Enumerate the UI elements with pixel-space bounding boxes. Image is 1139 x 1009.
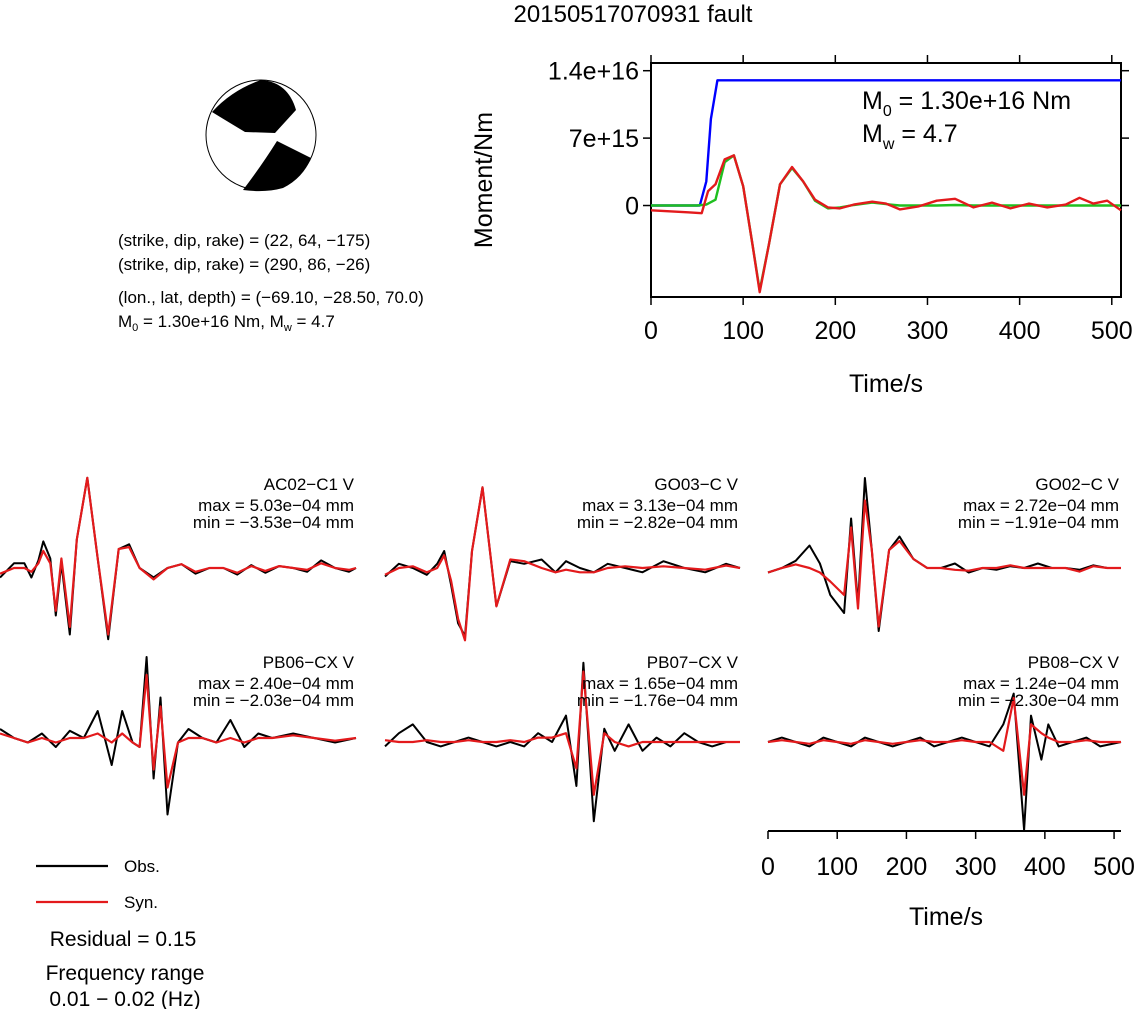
beachball-compression-lower bbox=[243, 141, 311, 192]
moment-ytick-label: 7e+15 bbox=[569, 125, 639, 153]
moment-xtick-label: 200 bbox=[814, 317, 856, 345]
moment-ytick-label: 1.4e+16 bbox=[548, 58, 639, 86]
synthetic-trace bbox=[0, 673, 357, 789]
legend: Obs. Syn. Residual = 0.15 Frequency rang… bbox=[36, 857, 204, 1009]
observed-trace bbox=[767, 692, 1122, 831]
moment-chart: 0 100 200 300 400 500 0 7e+15 1.4e+16 M0 = 1.30e… bbox=[470, 55, 1133, 398]
source-parameters: (strike, dip, rake) = (22, 64, −175) (st… bbox=[118, 231, 424, 334]
moment-xtick-label: 0 bbox=[644, 317, 658, 345]
synthetic-trace bbox=[767, 696, 1121, 796]
moment-annot-m0: M0 = 1.30e+16 Nm bbox=[862, 87, 1071, 120]
station-min: min = −1.91e−04 mm bbox=[958, 513, 1119, 532]
synthetic-trace bbox=[767, 499, 1121, 628]
station-name: AC02−C1 V bbox=[264, 475, 355, 494]
moment-stf-line bbox=[651, 154, 1121, 292]
legend-syn-label: Syn. bbox=[124, 893, 158, 912]
synthetic-trace bbox=[384, 486, 741, 642]
moment-ylabel: Moment/Nm bbox=[470, 112, 498, 248]
moment-xtick-label: 300 bbox=[907, 317, 949, 345]
moment-magnitude-line: M0 = 1.30e+16 Nm, Mw = 4.7 bbox=[118, 312, 335, 334]
location-depth: (lon., lat, depth) = (−69.10, −28.50, 70… bbox=[118, 288, 424, 307]
synthetic-trace bbox=[384, 670, 740, 796]
beachball bbox=[205, 79, 317, 192]
station-name: GO02−C V bbox=[1035, 475, 1119, 494]
moment-xtick-label: 100 bbox=[722, 317, 764, 345]
waveform-xtick-label: 500 bbox=[1093, 853, 1135, 881]
station-max: max = 2.40e−04 mm bbox=[198, 674, 354, 693]
station-max: max = 3.13e−04 mm bbox=[582, 496, 738, 515]
station-name: PB06−CX V bbox=[263, 653, 355, 672]
waveform-xtick-label: 400 bbox=[1024, 853, 1066, 881]
station-min: min = −1.76e−04 mm bbox=[577, 691, 738, 710]
moment-observed-stf-line bbox=[650, 154, 1122, 294]
nodal-plane-2: (strike, dip, rake) = (290, 86, −26) bbox=[118, 255, 370, 274]
station-max: max = 2.72e−04 mm bbox=[963, 496, 1119, 515]
synthetic-trace bbox=[0, 476, 357, 636]
nodal-plane-1: (strike, dip, rake) = (22, 64, −175) bbox=[118, 231, 370, 250]
station-name: PB08−CX V bbox=[1028, 653, 1120, 672]
frequency-range-value: 0.01 − 0.02 (Hz) bbox=[49, 988, 200, 1009]
station-min: min = −2.30e−04 mm bbox=[958, 691, 1119, 710]
waveform-xtick-label: 0 bbox=[761, 853, 775, 881]
beachball-compression-upper bbox=[212, 80, 296, 133]
moment-annot-mw: Mw = 4.7 bbox=[862, 120, 958, 153]
station-min: min = −2.82e−04 mm bbox=[577, 513, 738, 532]
moment-plot-frame bbox=[650, 62, 1122, 298]
observed-trace bbox=[0, 656, 357, 816]
station-max: max = 1.24e−04 mm bbox=[963, 674, 1119, 693]
station-max: max = 1.65e−04 mm bbox=[582, 674, 738, 693]
moment-xlabel: Time/s bbox=[849, 370, 923, 398]
waveform-time-axis: Time/s 0 100 200 300 400 500 bbox=[761, 830, 1135, 931]
observed-trace bbox=[384, 486, 741, 637]
station-min: min = −2.03e−04 mm bbox=[193, 691, 354, 710]
waveform-xtick-label: 200 bbox=[886, 853, 928, 881]
frequency-range-title: Frequency range bbox=[46, 962, 205, 985]
station-min: min = −3.53e−04 mm bbox=[193, 513, 354, 532]
waveform-xlabel: Time/s bbox=[909, 903, 983, 931]
station-name: GO03−C V bbox=[654, 475, 738, 494]
waveform-xtick-label: 300 bbox=[955, 853, 997, 881]
station-max: max = 5.03e−04 mm bbox=[198, 496, 354, 515]
legend-obs-label: Obs. bbox=[124, 857, 160, 876]
figure-title: 20150517070931 fault bbox=[514, 1, 753, 28]
moment-xtick-label: 400 bbox=[999, 317, 1041, 345]
residual-label: Residual = 0.15 bbox=[50, 928, 197, 951]
waveform-xtick-label: 100 bbox=[816, 853, 858, 881]
moment-xtick-label: 500 bbox=[1091, 317, 1133, 345]
station-name: PB07−CX V bbox=[647, 653, 739, 672]
moment-ytick-label: 0 bbox=[625, 193, 639, 221]
